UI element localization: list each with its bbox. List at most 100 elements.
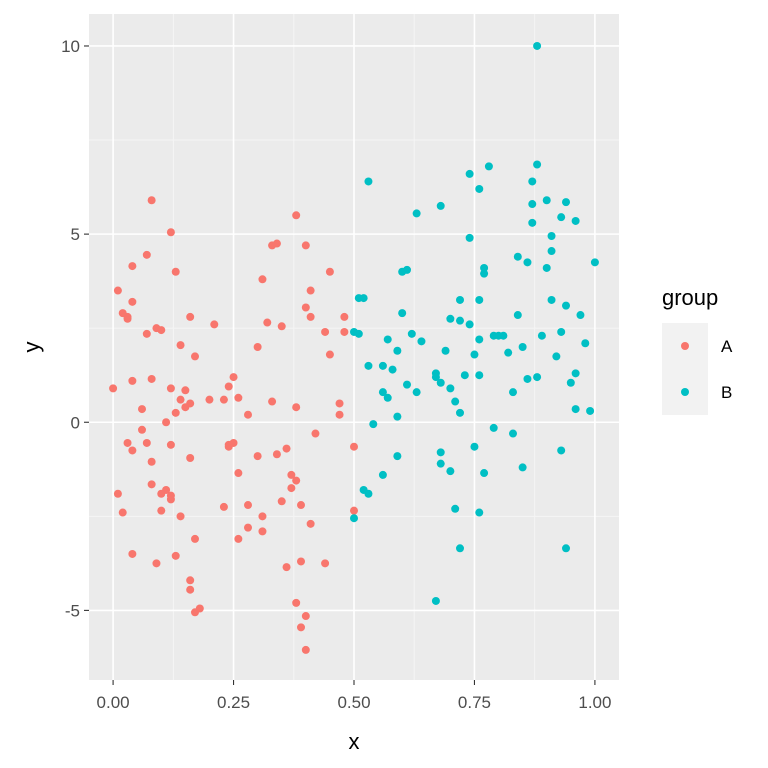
point-group-A xyxy=(297,557,305,566)
point-group-B xyxy=(436,459,445,468)
point-group-A xyxy=(258,512,267,521)
point-group-B xyxy=(407,329,416,338)
point-group-A xyxy=(272,239,281,248)
y-tick-label: 10 xyxy=(61,37,80,56)
point-group-A xyxy=(297,501,305,510)
point-group-B xyxy=(566,378,575,387)
point-group-A xyxy=(128,297,137,306)
point-group-A xyxy=(277,497,286,506)
point-group-A xyxy=(176,341,185,350)
point-group-A xyxy=(138,405,146,414)
point-group-A xyxy=(191,534,199,543)
point-group-B xyxy=(393,452,402,461)
point-group-A xyxy=(277,322,286,331)
point-group-B xyxy=(475,371,484,380)
x-axis-ticks: 0.00 0.25 0.50 0.75 1.00 xyxy=(97,680,611,712)
point-group-B xyxy=(412,388,421,397)
point-group-B xyxy=(359,294,368,303)
point-group-B xyxy=(542,263,551,272)
point-group-A xyxy=(244,410,252,419)
point-group-A xyxy=(147,457,156,466)
point-group-A xyxy=(128,262,137,271)
x-tick-label: 0.25 xyxy=(217,693,250,712)
point-group-A xyxy=(258,275,267,284)
point-group-A xyxy=(268,397,277,406)
point-group-B xyxy=(465,233,474,242)
point-group-A xyxy=(166,384,175,393)
point-group-A xyxy=(350,506,358,515)
y-axis-ticks: -5 0 5 10 xyxy=(61,37,89,620)
point-group-B xyxy=(465,169,474,178)
point-group-B xyxy=(393,412,402,421)
point-group-A xyxy=(176,512,185,521)
point-group-B xyxy=(523,374,532,383)
point-group-B xyxy=(470,442,479,451)
point-group-A xyxy=(157,326,166,335)
point-group-B xyxy=(571,405,580,414)
legend-key-A xyxy=(681,342,689,350)
point-group-A xyxy=(162,418,171,427)
point-group-B xyxy=(378,470,387,479)
point-group-A xyxy=(147,480,156,489)
point-group-A xyxy=(138,425,146,434)
point-group-B xyxy=(528,177,537,186)
point-group-A xyxy=(186,576,195,585)
point-group-A xyxy=(195,604,204,613)
point-group-A xyxy=(234,393,243,402)
point-group-B xyxy=(398,309,407,318)
point-group-A xyxy=(244,501,252,510)
point-group-B xyxy=(576,311,585,320)
point-group-A xyxy=(186,585,195,594)
point-group-A xyxy=(113,286,122,295)
point-group-A xyxy=(113,489,122,498)
point-group-A xyxy=(205,395,214,404)
point-group-A xyxy=(258,527,267,536)
point-group-B xyxy=(456,544,464,553)
point-group-B xyxy=(504,348,513,357)
point-group-A xyxy=(292,403,301,412)
point-group-A xyxy=(219,395,228,404)
point-group-B xyxy=(460,371,469,380)
point-group-A xyxy=(292,598,301,607)
point-group-B xyxy=(451,504,460,513)
point-group-B xyxy=(518,463,527,472)
point-group-B xyxy=(562,198,570,207)
point-group-A xyxy=(128,446,137,455)
point-group-B xyxy=(470,350,479,359)
point-group-B xyxy=(537,331,546,340)
point-group-B xyxy=(412,209,421,218)
major-grid xyxy=(89,14,619,680)
x-tick-label: 0.00 xyxy=(97,693,130,712)
x-axis-title: x xyxy=(349,729,360,754)
point-group-A xyxy=(123,314,132,323)
point-group-A xyxy=(311,429,320,438)
point-group-A xyxy=(224,382,233,391)
point-group-B xyxy=(533,373,542,382)
point-group-B xyxy=(436,448,445,457)
point-group-A xyxy=(321,559,330,568)
point-group-B xyxy=(441,346,450,355)
point-group-A xyxy=(123,438,132,447)
point-group-A xyxy=(301,241,310,250)
point-group-B xyxy=(547,295,556,304)
point-group-B xyxy=(533,41,542,50)
y-tick-label: -5 xyxy=(65,601,80,620)
point-group-A xyxy=(210,320,219,329)
point-group-A xyxy=(171,408,180,417)
point-group-B xyxy=(417,337,426,346)
x-tick-label: 1.00 xyxy=(578,693,611,712)
point-group-A xyxy=(147,196,156,205)
point-group-A xyxy=(321,327,330,336)
point-group-B xyxy=(446,384,455,393)
point-group-A xyxy=(166,495,175,504)
point-group-A xyxy=(128,549,137,558)
point-group-A xyxy=(282,444,291,453)
point-group-B xyxy=(547,247,556,256)
point-group-A xyxy=(152,559,161,568)
point-group-B xyxy=(484,162,493,171)
point-group-B xyxy=(383,393,392,402)
point-group-B xyxy=(513,311,522,320)
point-group-B xyxy=(480,469,489,478)
point-group-B xyxy=(403,265,411,274)
point-group-B xyxy=(586,406,595,415)
